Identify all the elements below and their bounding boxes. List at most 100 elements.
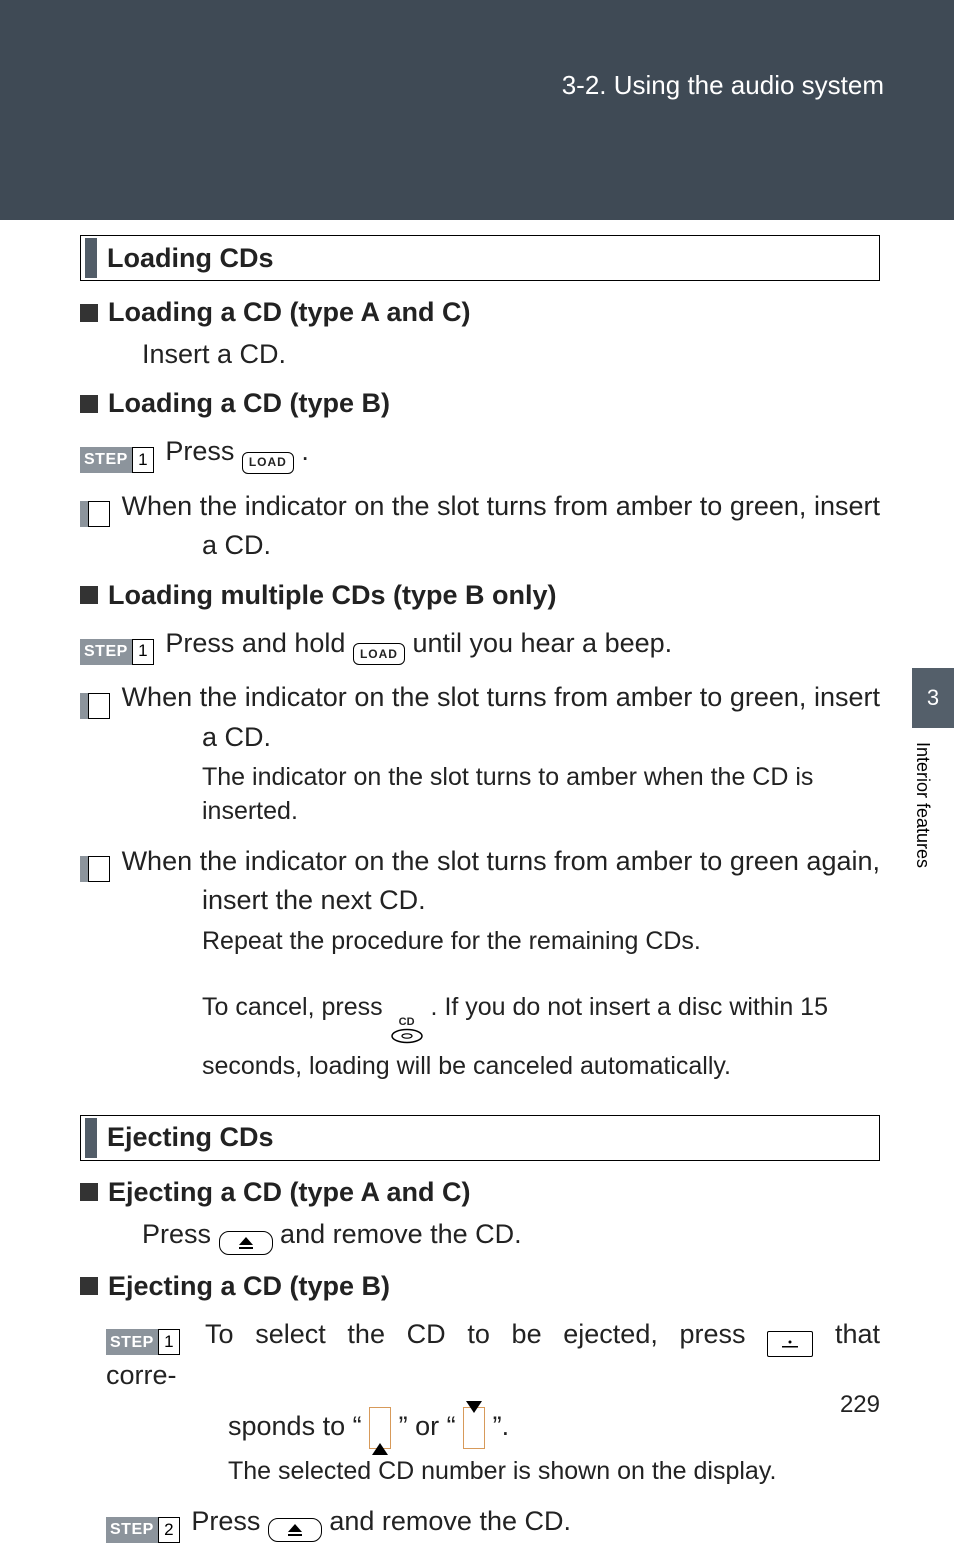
sub-loading-b: Loading a CD (type B) STEP 1 Press LOAD … — [80, 388, 880, 563]
step-row: STEP 3 When the indicator on the slot tu… — [80, 843, 880, 919]
step-text: Press and hold — [165, 628, 353, 658]
sub-loading-multi: Loading multiple CDs (type B only) STEP … — [80, 580, 880, 1089]
body-text: Press and remove the CD. — [142, 1216, 880, 1255]
section-accent — [85, 1118, 97, 1158]
step-row: STEP 2 When the indicator on the slot tu… — [80, 488, 880, 564]
load-button-box: LOAD — [242, 452, 294, 474]
note-text: The indicator on the slot turns to amber… — [202, 761, 880, 829]
step-badge-label: STEP — [106, 1329, 158, 1355]
sub-heading: Loading multiple CDs (type B only) — [80, 580, 880, 611]
step-badge-label: STEP — [106, 1517, 158, 1543]
step-badge-number: 1 — [132, 639, 154, 665]
square-bullet-icon — [80, 1277, 98, 1295]
slot-glyph-icon — [780, 1339, 800, 1349]
load-button-icon: LOAD — [353, 643, 405, 665]
heading-text: Ejecting a CD (type A and C) — [108, 1177, 471, 1208]
step-text: ”. — [493, 1411, 510, 1441]
eject-glyph-icon — [288, 1524, 302, 1536]
body-a: Press — [142, 1219, 219, 1249]
load-button-box: LOAD — [353, 643, 405, 665]
step-badge-label: STEP — [80, 693, 88, 719]
step-text: Press — [191, 1506, 268, 1536]
load-button-icon: LOAD — [242, 452, 294, 474]
chapter-label: Interior features — [912, 728, 945, 928]
square-bullet-icon — [80, 1183, 98, 1201]
section-title-text: Ejecting CDs — [107, 1118, 274, 1158]
page: 3-2. Using the audio system 3 Interior f… — [0, 0, 954, 1475]
step-text: When the indicator on the slot turns fro… — [122, 682, 880, 752]
heading-text: Loading a CD (type A and C) — [108, 297, 471, 328]
section-accent — [85, 238, 97, 278]
cd-button-icon: CD — [390, 1017, 424, 1044]
chapter-number: 3 — [912, 668, 954, 728]
sub-ejecting-a: Ejecting a CD (type A and C) Press and r… — [80, 1177, 880, 1255]
sub-ejecting-b: Ejecting a CD (type B) STEP 1 To select … — [80, 1271, 880, 1543]
step-text: When the indicator on the slot turns fro… — [122, 846, 880, 916]
eject-button-icon — [219, 1231, 273, 1255]
cancel-a: To cancel, press — [202, 993, 390, 1021]
square-bullet-icon — [80, 395, 98, 413]
up-triangle-icon — [369, 1407, 391, 1449]
heading-text: Loading multiple CDs (type B only) — [108, 580, 557, 611]
step-row: STEP 2 Press and remove the CD. — [106, 1503, 880, 1543]
step-text: sponds to “ — [228, 1411, 362, 1441]
section-title-ejecting: Ejecting CDs — [80, 1115, 880, 1161]
step-row: STEP 1 Press LOAD . — [80, 433, 880, 473]
step-badge-label: STEP — [80, 856, 88, 882]
step-text: When the indicator on the slot turns fro… — [122, 491, 880, 561]
step-badge-number: 2 — [88, 501, 110, 527]
cd-icon-label: CD — [399, 1017, 415, 1028]
step-text: and remove the CD. — [329, 1506, 571, 1536]
step-badge: STEP 1 — [106, 1329, 180, 1355]
body-b: and remove the CD. — [280, 1219, 522, 1249]
sub-heading: Loading a CD (type B) — [80, 388, 880, 419]
step-text: ” or “ — [399, 1411, 456, 1441]
eject-button-icon — [268, 1518, 322, 1542]
step-badge-label: STEP — [80, 447, 132, 473]
step-badge: STEP 1 — [80, 447, 154, 473]
section-title-loading: Loading CDs — [80, 235, 880, 281]
disc-icon — [390, 1028, 424, 1044]
section-title-text: Loading CDs — [107, 238, 274, 278]
step-row: STEP 1 Press and hold LOAD until you hea… — [80, 625, 880, 665]
heading-text: Ejecting a CD (type B) — [108, 1271, 390, 1302]
step-badge-number: 2 — [88, 693, 110, 719]
eject-button-box — [219, 1231, 273, 1255]
step-row: STEP 2 When the indicator on the slot tu… — [80, 679, 880, 755]
breadcrumb: 3-2. Using the audio system — [562, 70, 884, 101]
step-badge: STEP 2 — [80, 501, 110, 527]
step-badge-number: 1 — [158, 1329, 180, 1355]
eject-glyph-icon — [239, 1237, 253, 1249]
body-text: Insert a CD. — [142, 336, 880, 372]
step-badge-number: 1 — [132, 447, 154, 473]
square-bullet-icon — [80, 586, 98, 604]
step-badge: STEP 2 — [80, 693, 110, 719]
step-row: STEP 1 To select the CD to be ejected, p… — [106, 1316, 880, 1393]
side-tab: 3 Interior features — [912, 668, 954, 928]
square-bullet-icon — [80, 304, 98, 322]
header-band: 3-2. Using the audio system — [0, 0, 954, 220]
step-text: until you hear a beep. — [412, 628, 672, 658]
step-badge: STEP 2 — [106, 1517, 180, 1543]
step-badge-number: 2 — [158, 1517, 180, 1543]
step-badge-label: STEP — [80, 639, 132, 665]
down-triangle-icon — [463, 1407, 485, 1449]
sub-loading-a: Loading a CD (type A and C) Insert a CD. — [80, 297, 880, 372]
cancel-text: To cancel, press CD . If you do not inse… — [202, 985, 880, 1089]
heading-text: Loading a CD (type B) — [108, 388, 390, 419]
slot-button-icon — [767, 1331, 813, 1357]
note-text: The selected CD number is shown on the d… — [228, 1455, 880, 1489]
slot-button-box — [767, 1331, 813, 1357]
step-continuation: sponds to “ ” or “ ”. — [228, 1407, 880, 1449]
step-badge: STEP 1 — [80, 639, 154, 665]
step-badge-label: STEP — [80, 501, 88, 527]
content-area: Loading CDs Loading a CD (type A and C) … — [80, 235, 880, 1543]
step-text: To select the CD to be ejected, press — [205, 1319, 767, 1349]
eject-button-box — [268, 1518, 322, 1542]
page-number: 229 — [840, 1391, 880, 1419]
step-badge: STEP 3 — [80, 856, 110, 882]
sub-heading: Ejecting a CD (type B) — [80, 1271, 880, 1302]
step-badge-number: 3 — [88, 856, 110, 882]
sub-heading: Ejecting a CD (type A and C) — [80, 1177, 880, 1208]
step-text: . — [301, 436, 309, 466]
